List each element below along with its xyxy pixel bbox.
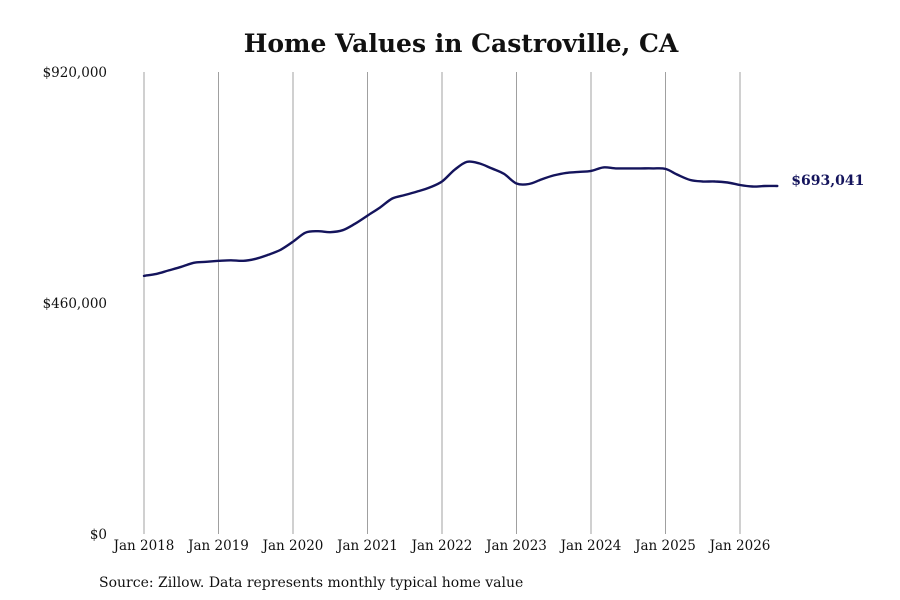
source-note: Source: Zillow. Data represents monthly … xyxy=(99,575,523,591)
x-tick-label: Jan 2022 xyxy=(410,538,473,554)
chart-title: Home Values in Castroville, CA xyxy=(244,29,679,58)
x-tick-label: Jan 2024 xyxy=(559,538,622,554)
y-axis-ticks: $920,000 $460,000 $0 xyxy=(43,65,107,543)
x-tick-label: Jan 2018 xyxy=(112,538,175,554)
x-tick-label: Jan 2026 xyxy=(708,538,771,554)
latest-value-label: $693,041 xyxy=(791,173,864,189)
home-value-line xyxy=(142,160,779,278)
x-axis-ticks: Jan 2018 Jan 2019 Jan 2020 Jan 2021 Jan 2022… xyxy=(112,538,771,554)
x-tick-label: Jan 2020 xyxy=(261,538,324,554)
x-tick-label: Jan 2025 xyxy=(633,538,696,554)
x-tick-label: Jan 2021 xyxy=(335,538,398,554)
y-tick-label: $460,000 xyxy=(43,296,107,312)
x-tick-label: Jan 2019 xyxy=(186,538,249,554)
x-tick-label: Jan 2023 xyxy=(484,538,547,554)
y-tick-label: $920,000 xyxy=(43,65,107,81)
y-tick-label: $0 xyxy=(90,527,107,543)
vertical-gridlines xyxy=(143,72,741,534)
